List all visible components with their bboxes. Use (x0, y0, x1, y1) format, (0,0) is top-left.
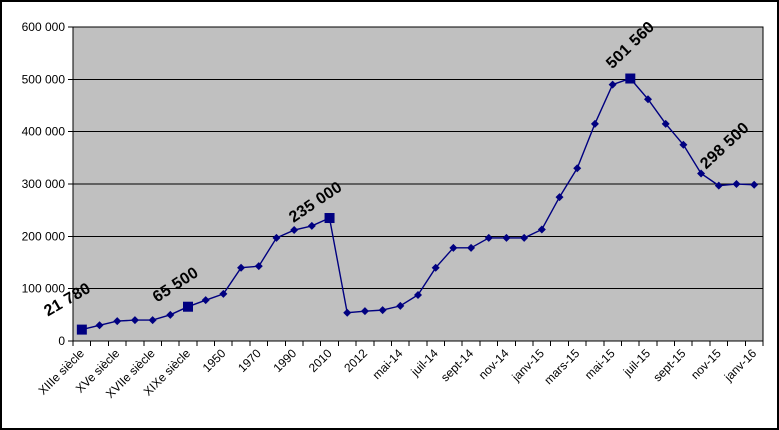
data-point-diamond-marker (537, 225, 546, 234)
data-point-square-marker (183, 301, 193, 312)
x-tick-label: janv-15 (509, 346, 548, 385)
data-point-diamond-marker (679, 140, 688, 149)
data-point-diamond-marker (590, 119, 599, 128)
data-point-diamond-marker (697, 169, 706, 178)
x-tick-label: juil-14 (408, 346, 441, 379)
data-point-diamond-marker (644, 95, 652, 104)
y-axis: 0 100 000 200 000 300 000 400 000 500 000 600 … (22, 20, 73, 348)
data-point-diamond-marker (732, 180, 741, 188)
data-point-diamond-marker (113, 317, 122, 326)
data-point-diamond-marker (290, 226, 299, 235)
data-point-diamond-marker (396, 301, 405, 310)
x-tick-label: janv-16 (721, 346, 760, 385)
y-tick-label: 400 000 (22, 125, 66, 139)
data-point-diamond-marker (555, 193, 564, 202)
x-tick-label: juil-15 (620, 346, 653, 379)
data-point-diamond-marker (484, 233, 493, 242)
x-tick-label: 2012 (341, 346, 370, 375)
data-point-diamond-marker (750, 180, 759, 189)
data-point-diamond-marker (431, 263, 440, 272)
y-tick-label: 500 000 (22, 72, 66, 86)
y-tick-label: 0 (58, 334, 65, 348)
series-line (76, 73, 759, 335)
data-point-diamond-marker (378, 306, 387, 315)
data-point-diamond-marker (343, 308, 352, 317)
data-point-diamond-marker (520, 233, 529, 242)
data-point-diamond-marker (95, 321, 104, 330)
data-point-diamond-marker (130, 316, 139, 325)
data-point-square-marker (76, 324, 87, 335)
data-point-diamond-marker (714, 181, 723, 190)
data-point-diamond-marker (608, 80, 617, 89)
data-point-diamond-marker (272, 233, 281, 242)
x-tick-label: mars-15 (541, 346, 582, 387)
x-tick-label: 1990 (270, 346, 299, 375)
data-point-diamond-marker (148, 316, 157, 325)
x-tick-label: 1970 (235, 346, 264, 375)
data-point-diamond-marker (360, 307, 369, 316)
data-point-diamond-marker (414, 290, 422, 299)
data-point-square-marker (625, 73, 636, 84)
x-tick-label: 2010 (306, 346, 335, 375)
data-point-diamond-marker (201, 296, 210, 305)
x-axis (72, 341, 764, 346)
x-tick-label: 1950 (200, 346, 229, 375)
x-tick-label: nov-15 (688, 346, 724, 382)
data-point-diamond-marker (467, 243, 476, 252)
data-point-diamond-marker (573, 164, 582, 173)
y-tick-label: 300 000 (22, 177, 66, 191)
data-point-diamond-marker (661, 119, 670, 128)
data-point-diamond-marker (237, 263, 246, 272)
y-tick-label: 100 000 (22, 282, 66, 296)
data-point-diamond-marker (307, 221, 316, 230)
x-tick-label: sept-14 (438, 346, 476, 384)
data-point-diamond-marker (219, 289, 228, 298)
data-point-square-marker (324, 213, 335, 224)
x-tick-label: nov-14 (476, 346, 512, 382)
x-tick-label: mai-15 (582, 346, 618, 382)
x-tick-label: mai-14 (370, 346, 406, 382)
data-point-diamond-marker (166, 310, 175, 319)
data-point-diamond-marker (449, 243, 458, 252)
data-point-diamond-marker (502, 233, 511, 242)
y-tick-label: 600 000 (22, 20, 66, 34)
data-point-diamond-marker (254, 262, 263, 271)
x-tick-label: sept-15 (650, 346, 688, 384)
y-tick-label: 200 000 (22, 229, 66, 243)
